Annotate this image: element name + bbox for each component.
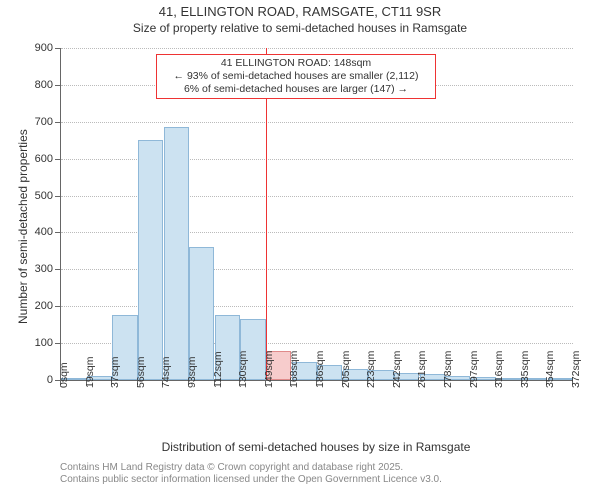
histogram-bar [138,140,163,380]
chart-title-line2: Size of property relative to semi-detach… [0,21,600,37]
y-tick-label: 300 [25,263,53,275]
chart-title-line1: 41, ELLINGTON ROAD, RAMSGATE, CT11 9SR [0,4,600,21]
callout-line2: ← 93% of semi-detached houses are smalle… [161,70,431,83]
y-tick [55,122,60,123]
y-tick-label: 500 [25,190,53,202]
y-tick-label: 600 [25,153,53,165]
y-tick [55,306,60,307]
y-tick [55,232,60,233]
y-tick-label: 100 [25,337,53,349]
y-tick-label: 400 [25,226,53,238]
callout-box: 41 ELLINGTON ROAD: 148sqm← 93% of semi-d… [156,54,436,99]
y-tick [55,48,60,49]
y-tick-label: 200 [25,300,53,312]
y-tick-label: 900 [25,42,53,54]
y-tick [55,343,60,344]
plot-area: 41 ELLINGTON ROAD: 148sqm← 93% of semi-d… [60,48,573,381]
y-tick [55,85,60,86]
callout-line3: 6% of semi-detached houses are larger (1… [161,83,431,96]
callout-line1: 41 ELLINGTON ROAD: 148sqm [161,57,431,70]
footer-line1: Contains HM Land Registry data © Crown c… [60,462,442,474]
footer-line2: Contains public sector information licen… [60,474,442,486]
y-tick-label: 800 [25,79,53,91]
y-tick [55,159,60,160]
gridline [61,48,573,49]
y-tick [55,269,60,270]
x-axis-label: Distribution of semi-detached houses by … [60,440,572,454]
y-tick-label: 0 [25,374,53,386]
y-tick [55,196,60,197]
footer-attribution: Contains HM Land Registry data © Crown c… [60,462,442,486]
y-tick-label: 700 [25,116,53,128]
gridline [61,122,573,123]
histogram-bar [164,127,189,380]
